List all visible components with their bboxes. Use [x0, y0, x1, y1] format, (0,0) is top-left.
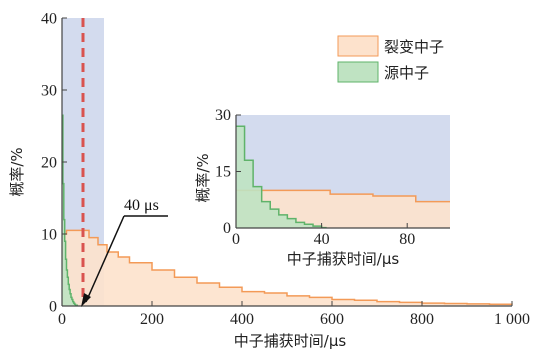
inset-x-tick-label: 0 — [232, 231, 240, 248]
inset-plot: 0 40 80 0 15 30 中子捕获时间/μs 概率/% — [194, 107, 450, 268]
inset-series-line-1 — [236, 125, 327, 229]
main-y-tick-label: 40 — [41, 11, 57, 28]
legend-swatch-source — [337, 61, 379, 83]
inset-x-axis-label: 中子捕获时间/μs — [287, 250, 400, 268]
annotation-arrow — [85, 215, 125, 303]
x-axis-label: 中子捕获时间/μs — [234, 332, 347, 350]
main-x-tick-label: 400 — [230, 311, 254, 328]
main-y-tick-label: 0 — [49, 299, 57, 316]
legend-label-fission: 裂变中子 — [384, 38, 444, 56]
legend-label-source: 源中子 — [384, 64, 429, 82]
y-axis-label: 概率/% — [8, 147, 26, 196]
main-y-tick-label: 30 — [41, 83, 57, 100]
main-x-tick-label: 200 — [140, 311, 164, 328]
annotation-label: 40 μs — [124, 197, 159, 214]
inset-x-tick-label: 40 — [314, 231, 330, 248]
inset-x-tick-label: 80 — [399, 231, 415, 248]
main-series-line-1 — [62, 114, 79, 307]
main-x-tick-label: 800 — [410, 311, 434, 328]
inset-y-tick-label: 15 — [215, 163, 231, 180]
legend: 裂变中子 源中子 — [337, 35, 444, 83]
main-y-tick-label: 20 — [41, 155, 57, 172]
inset-y-tick-label: 0 — [223, 220, 231, 237]
main-series-area-0 — [62, 230, 512, 306]
inset-series-area-1 — [236, 126, 326, 228]
main-series-line-0 — [62, 229, 513, 305]
main-x-tick-label: 0 — [58, 311, 66, 328]
inset-y-axis-label: 概率/% — [194, 153, 212, 202]
main-series-area-1 — [62, 115, 78, 306]
legend-swatch-fission — [337, 35, 379, 57]
main-x-tick-label: 600 — [320, 311, 344, 328]
inset-series-line-0 — [236, 189, 450, 203]
inset-y-tick-label: 30 — [215, 107, 231, 124]
annotation-arrowhead — [81, 293, 91, 307]
main-x-tick-label: 1 000 — [494, 311, 530, 328]
main-y-tick-label: 10 — [41, 227, 57, 244]
